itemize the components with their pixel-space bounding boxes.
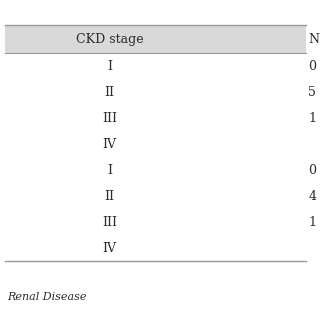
Text: IV: IV (102, 242, 116, 254)
Text: I: I (107, 164, 112, 177)
Text: 0: 0 (308, 60, 316, 73)
Text: II: II (104, 85, 115, 99)
Text: IV: IV (102, 138, 116, 150)
Text: 1: 1 (308, 215, 316, 228)
Text: II: II (104, 189, 115, 203)
Text: III: III (102, 215, 117, 228)
Text: 1: 1 (308, 111, 316, 124)
Text: III: III (102, 111, 117, 124)
Text: 4: 4 (308, 189, 316, 203)
Text: I: I (107, 60, 112, 73)
Text: N: N (308, 33, 319, 45)
Text: 0: 0 (308, 164, 316, 177)
Text: CKD stage: CKD stage (76, 33, 143, 45)
Text: Renal Disease: Renal Disease (7, 292, 86, 302)
Text: 5: 5 (308, 85, 316, 99)
FancyBboxPatch shape (5, 25, 307, 53)
